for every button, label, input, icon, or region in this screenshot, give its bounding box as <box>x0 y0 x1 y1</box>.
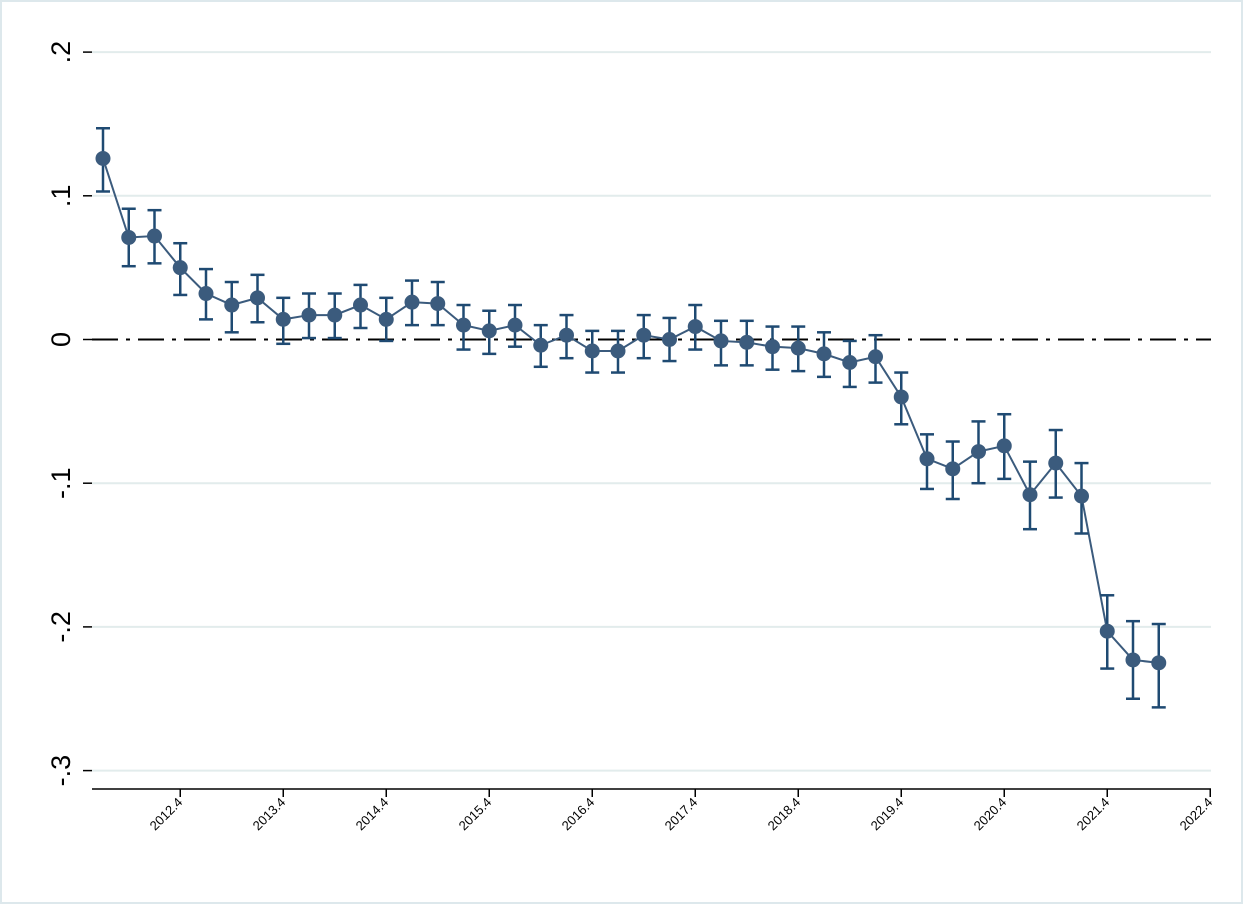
data-point <box>456 317 471 333</box>
x-tick-label: 2022.4 <box>1177 795 1216 834</box>
data-point <box>816 346 832 362</box>
data-point <box>765 339 780 355</box>
x-tick-label: 2012.4 <box>147 795 186 834</box>
data-point <box>172 260 188 276</box>
y-tick-label: .2 <box>46 41 76 64</box>
y-tick-label: -.2 <box>46 611 76 643</box>
data-point <box>121 229 137 245</box>
data-point <box>1074 488 1089 504</box>
data-point <box>301 307 317 323</box>
x-tick-label: 2015.4 <box>456 795 495 834</box>
data-point <box>584 343 600 359</box>
data-point <box>481 323 497 339</box>
x-tick-label: 2017.4 <box>662 795 701 834</box>
data-point <box>971 444 986 460</box>
plot-area <box>95 127 1167 709</box>
data-point <box>559 327 574 343</box>
data-point <box>1099 623 1115 639</box>
data-point <box>996 438 1012 454</box>
x-tick-label: 2020.4 <box>971 795 1010 834</box>
data-point <box>662 332 677 347</box>
gridlines <box>92 51 1211 772</box>
data-point <box>1151 655 1167 671</box>
data-point <box>790 340 806 356</box>
data-point <box>842 354 858 370</box>
y-tick-label: .1 <box>46 185 76 208</box>
data-point <box>610 343 626 359</box>
data-point <box>1125 652 1141 668</box>
data-point <box>868 349 883 365</box>
series-line <box>102 158 1159 664</box>
data-point <box>893 389 909 405</box>
x-tick-label: 2019.4 <box>868 795 907 834</box>
data-point <box>250 290 265 306</box>
data-point <box>1048 455 1064 471</box>
y-axis: .2 .1 0 -.1 -.2 -.3 <box>46 41 92 787</box>
data-point <box>327 307 343 323</box>
data-point <box>430 296 446 312</box>
data-point <box>224 297 240 313</box>
data-point <box>687 319 703 335</box>
data-point <box>275 311 291 327</box>
data-point <box>147 228 162 244</box>
data-point <box>507 317 523 333</box>
x-tick-label: 2016.4 <box>559 795 598 834</box>
x-axis: 2012.4 2013.4 2014.4 2015.4 2016.4 2017.4 2018… <box>92 788 1216 834</box>
data-point <box>739 334 755 350</box>
y-tick-label: -.1 <box>46 467 76 499</box>
x-tick-label: 2013.4 <box>250 795 289 834</box>
y-tick-label: 0 <box>46 332 76 347</box>
data-point <box>1022 487 1038 503</box>
data-point <box>95 150 111 166</box>
data-point <box>919 451 935 467</box>
x-tick-label: 2021.4 <box>1074 795 1113 834</box>
x-tick-label: 2014.4 <box>353 795 392 834</box>
x-tick-label: 2018.4 <box>765 795 804 834</box>
data-point <box>404 294 420 310</box>
data-point <box>636 327 652 343</box>
y-tick-label: -.3 <box>46 755 76 787</box>
data-point <box>713 333 729 349</box>
data-point <box>353 297 368 313</box>
data-point <box>945 461 961 477</box>
data-point <box>533 337 549 353</box>
data-point <box>198 286 214 302</box>
data-point <box>378 311 394 327</box>
